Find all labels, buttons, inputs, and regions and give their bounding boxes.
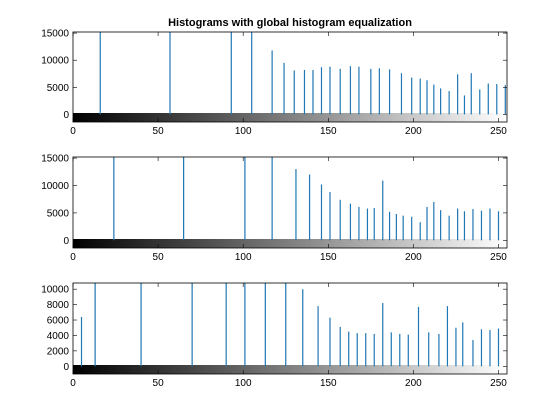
stems (80, 283, 500, 367)
x-tick-label: 100 (235, 378, 252, 389)
histogram-panel-3: 0 50 100 150 200 250 0 2000 4000 6000 8000 10000 (41, 282, 508, 389)
x-tick-label: 50 (153, 252, 165, 263)
axes-box (72, 156, 508, 249)
y-tick-label: 5000 (47, 83, 70, 94)
y-tick-label: 0 (63, 110, 69, 121)
y-tick-label: 15000 (41, 154, 69, 165)
y-tick-label: 10000 (41, 56, 69, 67)
y-tick-label: 10000 (41, 181, 69, 192)
x-tick-label: 50 (153, 378, 165, 389)
histogram-panel-2: 0 50 100 150 200 250 0 5000 10000 15000 (41, 154, 508, 263)
y-tick-label: 4000 (47, 331, 70, 342)
x-tick-label: 200 (405, 126, 422, 137)
y-tick-label: 15000 (41, 29, 69, 40)
grayscale-colorbar (73, 113, 507, 122)
y-tick-label: 6000 (47, 316, 70, 327)
stems (113, 157, 500, 241)
x-tick-label: 100 (235, 252, 252, 263)
x-tick-label: 200 (405, 252, 422, 263)
grayscale-colorbar (73, 239, 507, 248)
x-tick-label: 250 (490, 378, 507, 389)
x-tick-label: 150 (320, 252, 337, 263)
x-tick-label: 250 (490, 252, 507, 263)
y-tick-label: 8000 (47, 300, 70, 311)
x-tick-label: 200 (405, 378, 422, 389)
axes-box (72, 31, 508, 123)
x-tick-label: 0 (70, 378, 76, 389)
x-tick-label: 150 (320, 378, 337, 389)
x-tick-label: 0 (70, 126, 76, 137)
x-tick-label: 250 (490, 126, 507, 137)
stems (99, 32, 506, 115)
y-tick-label: 5000 (47, 208, 70, 219)
histogram-panel-1: 0 50 100 150 200 250 0 5000 10000 15000 (41, 29, 508, 137)
grayscale-colorbar (73, 365, 507, 374)
y-tick-label: 10000 (41, 285, 69, 296)
figure-title: Histograms with global histogram equaliz… (168, 17, 412, 29)
x-tick-label: 0 (70, 252, 76, 263)
y-tick-label: 2000 (47, 346, 70, 357)
y-tick-label: 0 (63, 362, 69, 373)
x-tick-label: 50 (153, 126, 165, 137)
x-tick-label: 150 (320, 126, 337, 137)
y-tick-label: 0 (63, 236, 69, 247)
x-tick-label: 100 (235, 126, 252, 137)
axes-box (72, 282, 508, 375)
